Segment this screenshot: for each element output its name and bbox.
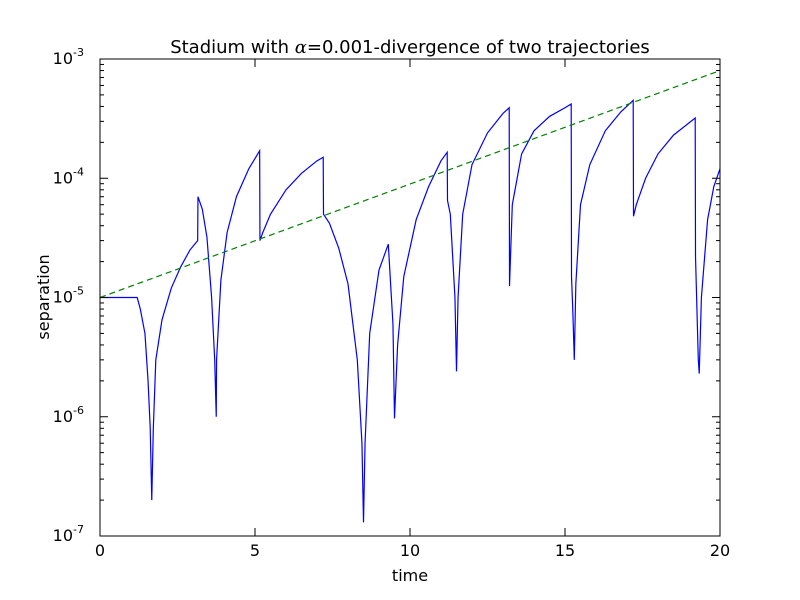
x-tick-label: 15	[555, 541, 575, 560]
series-line-2	[99, 69, 721, 299]
chart-title-symbol: α	[295, 37, 307, 58]
chart-title-suffix: =0.001-divergence of two trajectories	[307, 37, 650, 58]
x-tick-label: 20	[710, 541, 730, 560]
series-layer	[99, 69, 721, 523]
x-tick-label: 10	[400, 541, 420, 560]
tick-layer: 0 5 10 15 20 10-7 10-6 10-5 10-4 10-3	[53, 46, 731, 560]
chart-title: Stadium with α=0.001-divergence of two t…	[170, 37, 650, 58]
y-tick-label: 10-5	[53, 285, 84, 307]
plot-frame	[99, 58, 721, 537]
x-axis-label: time	[392, 566, 428, 585]
y-tick-label: 10-7	[53, 523, 84, 545]
series-line-1	[100, 98, 721, 523]
chart-title-prefix: Stadium with	[170, 37, 295, 58]
y-tick-label: 10-4	[53, 165, 84, 187]
x-tick-label: 5	[250, 541, 260, 560]
y-tick-label: 10-3	[53, 46, 84, 68]
plot-area: 0 5 10 15 20 10-7 10-6 10-5 10-4 10-3	[53, 46, 731, 560]
y-tick-label: 10-6	[53, 404, 84, 426]
x-tick-label: 0	[95, 541, 105, 560]
y-axis-label: separation	[34, 254, 53, 339]
